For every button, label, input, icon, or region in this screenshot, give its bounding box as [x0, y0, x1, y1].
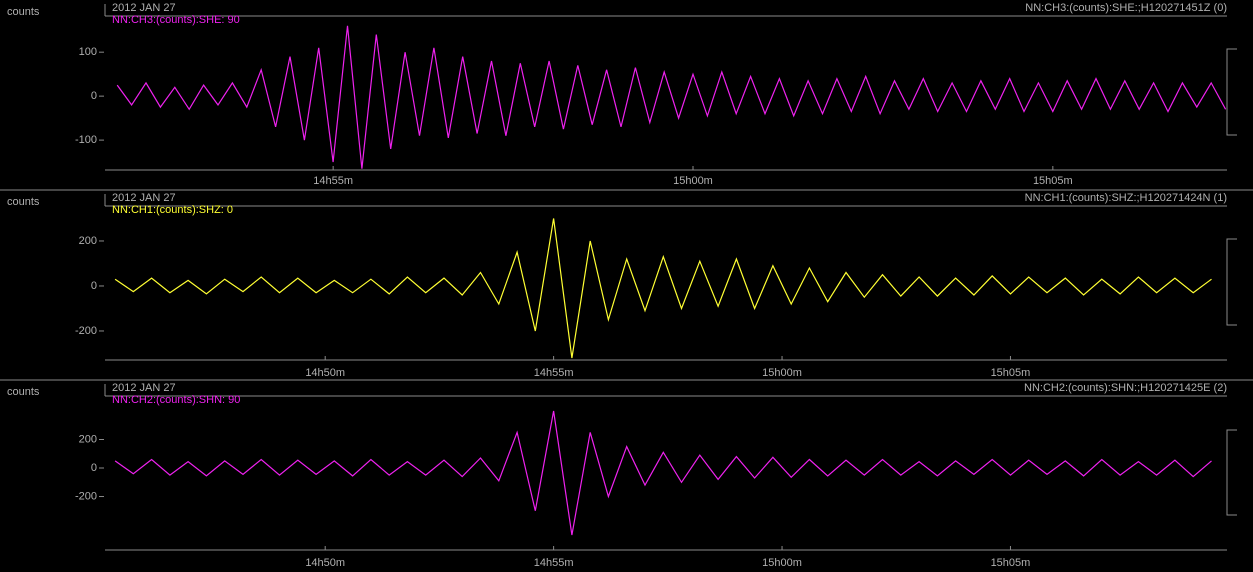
date-label: 2012 JAN 27: [112, 382, 176, 394]
range-bracket: [1226, 48, 1237, 136]
waveform: [116, 25, 1227, 169]
range-bracket: [1226, 238, 1237, 326]
y-tick-label: 0: [91, 90, 97, 102]
x-tick-label: 15h00m: [762, 557, 802, 569]
date-label: 2012 JAN 27: [112, 2, 176, 14]
x-tick-label: 15h00m: [673, 175, 713, 187]
y-axis-label: counts: [7, 6, 40, 18]
channel-id: NN:CH2:(counts):SHN:;H120271425E (2): [1024, 382, 1227, 394]
waveform: [114, 218, 1212, 359]
series-label: NN:CH2:(counts):SHN: 90: [112, 394, 240, 406]
x-tick-label: 15h05m: [991, 557, 1031, 569]
y-tick-label: 200: [79, 235, 97, 247]
y-tick-label: -200: [75, 490, 97, 502]
range-bracket: [1226, 429, 1237, 516]
y-axis-label: counts: [7, 386, 40, 398]
x-tick-label: 15h05m: [1033, 175, 1073, 187]
date-label: 2012 JAN 27: [112, 192, 176, 204]
x-tick-label: 14h55m: [534, 367, 574, 379]
series-label: NN:CH3:(counts):SHE: 90: [112, 14, 240, 26]
y-tick-label: 200: [79, 433, 97, 445]
waveform: [114, 410, 1212, 536]
channel-id: NN:CH1:(counts):SHZ:;H120271424N (1): [1025, 192, 1227, 204]
x-tick-label: 15h05m: [991, 367, 1031, 379]
y-tick-label: -100: [75, 134, 97, 146]
x-tick-label: 14h50m: [305, 557, 345, 569]
y-tick-label: -200: [75, 325, 97, 337]
y-tick-label: 0: [91, 280, 97, 292]
y-axis-label: counts: [7, 196, 40, 208]
x-tick-label: 15h00m: [762, 367, 802, 379]
x-tick-label: 14h50m: [305, 367, 345, 379]
y-tick-label: 100: [79, 46, 97, 58]
channel-id: NN:CH3:(counts):SHE:;H120271451Z (0): [1025, 2, 1227, 14]
series-label: NN:CH1:(counts):SHZ: 0: [112, 204, 233, 216]
x-tick-label: 14h55m: [534, 557, 574, 569]
x-tick-label: 14h55m: [313, 175, 353, 187]
y-tick-label: 0: [91, 462, 97, 474]
